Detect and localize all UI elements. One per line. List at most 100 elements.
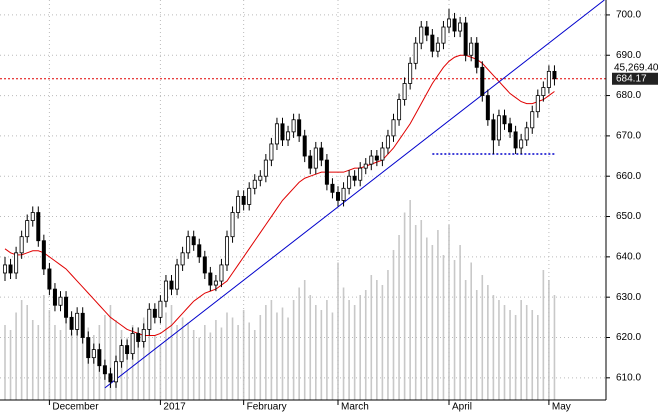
volume-bar <box>498 300 500 400</box>
candle-body <box>324 159 329 185</box>
candle-body <box>458 22 463 32</box>
x-tick-label: May <box>552 402 571 412</box>
y-tick-label: 650.0 <box>616 211 641 222</box>
candle-body <box>508 123 513 133</box>
candle-body <box>491 119 496 141</box>
candle-body <box>141 329 146 342</box>
volume-bar <box>431 245 434 400</box>
volume-bar <box>426 237 428 400</box>
candle-body <box>280 123 285 141</box>
candle-body <box>469 42 474 56</box>
candle-body <box>413 42 418 64</box>
volume-bar <box>220 327 223 400</box>
volume-bar <box>470 262 472 400</box>
y-tick-label: 700.0 <box>616 10 641 21</box>
volume-bar <box>292 300 295 400</box>
volume-bar <box>109 305 112 400</box>
volume-bar <box>170 305 173 400</box>
volume-bar <box>137 332 139 400</box>
candle-body <box>252 179 257 189</box>
candle-body <box>269 143 274 161</box>
candle-body <box>52 288 57 306</box>
volume-bar <box>181 317 184 400</box>
volume-bar <box>20 300 23 400</box>
candle-body <box>302 135 307 157</box>
candle-body <box>125 345 130 355</box>
candle-body <box>58 296 63 306</box>
volume-bar <box>142 317 145 400</box>
volume-bar <box>520 300 522 400</box>
candle-body <box>80 312 85 338</box>
volume-bar <box>87 327 90 400</box>
candle-body <box>258 175 263 181</box>
candle-body <box>30 212 35 221</box>
candle-body <box>502 115 507 125</box>
candle-body <box>247 187 252 205</box>
volume-bar <box>31 320 34 400</box>
candle-body <box>169 280 174 290</box>
candle-body <box>397 99 402 121</box>
volume-bar <box>331 312 334 400</box>
volume-bar <box>259 315 262 400</box>
candle-body <box>435 42 440 52</box>
candle-body <box>14 252 19 274</box>
candle-body <box>524 127 529 141</box>
volume-bar <box>237 325 239 400</box>
volume-bar <box>398 235 400 400</box>
volume-bar <box>337 262 339 400</box>
candle-body <box>424 26 429 36</box>
candle-body <box>64 296 69 318</box>
volume-bar <box>403 212 406 400</box>
volume-bar <box>303 280 306 400</box>
volume-bar <box>43 295 45 400</box>
volume-bar <box>392 250 395 400</box>
volume-bar <box>226 312 228 400</box>
volume-bar <box>9 330 12 400</box>
x-tick-label: February <box>247 402 287 412</box>
volume-bar <box>48 310 51 400</box>
volume-bar <box>453 260 456 400</box>
trendline <box>104 0 605 389</box>
candle-body <box>308 155 313 169</box>
candle-body <box>147 308 152 330</box>
candle-body <box>180 252 185 266</box>
x-tick-label: 2017 <box>163 402 186 412</box>
volume-bar <box>420 220 423 400</box>
volume-bar <box>54 325 56 400</box>
last-price-box <box>612 72 658 85</box>
candle-body <box>236 195 241 213</box>
candle-body <box>219 264 224 282</box>
candle-body <box>358 167 363 181</box>
volume-bar <box>525 305 528 400</box>
volume-bar <box>176 325 178 400</box>
candle-body <box>69 316 74 330</box>
volume-bar <box>509 310 511 400</box>
candle-body <box>347 175 352 189</box>
candle-body <box>430 34 435 52</box>
candle-body <box>97 349 102 367</box>
volume-bar <box>503 305 506 400</box>
candle-body <box>191 236 196 246</box>
volume-bar <box>326 300 328 400</box>
volume-bar <box>414 225 417 400</box>
candle-body <box>335 191 340 201</box>
volume-bar <box>437 230 439 400</box>
volume-bar <box>37 325 40 400</box>
volume-bar <box>204 325 206 400</box>
volume-bar <box>59 330 62 400</box>
candle-body <box>186 236 191 254</box>
candle-body <box>452 18 457 32</box>
volume-bar <box>187 322 189 400</box>
candle-body <box>263 159 268 177</box>
volume-bar <box>65 317 67 400</box>
candle-body <box>485 95 490 121</box>
candle-body <box>441 26 446 44</box>
candle-body <box>546 70 551 88</box>
volume-bar <box>126 337 128 400</box>
x-tick-label: December <box>52 402 99 412</box>
volume-bar <box>281 307 284 400</box>
candle-layer <box>3 8 557 388</box>
volume-bar <box>553 295 556 400</box>
candle-body <box>552 70 557 80</box>
